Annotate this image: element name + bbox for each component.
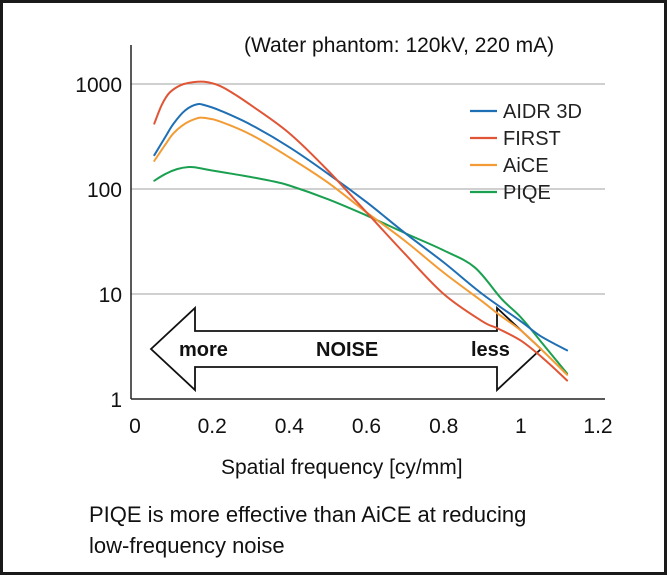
x-tick-label: 0.8	[429, 415, 458, 438]
caption-line-2: low-frequency noise	[89, 533, 285, 558]
legend: AIDR 3D FIRST AiCE PIQE	[470, 101, 582, 204]
x-tick-label: 0	[129, 415, 141, 438]
legend-label: PIQE	[503, 182, 551, 204]
series-line-aidr-3d	[153, 102, 569, 352]
x-ticks: 0 0.2 0.4 0.6 0.8 1 1.2	[129, 415, 612, 438]
noise-arrow-right-label: less	[471, 339, 510, 361]
x-tick-label: 1.2	[583, 415, 612, 438]
noise-arrow: more NOISE less	[149, 305, 543, 393]
legend-label: AiCE	[503, 155, 549, 177]
y-tick-label: 10	[99, 284, 122, 307]
caption: PIQE is more effective than AiCE at redu…	[89, 499, 649, 561]
legend-label: FIRST	[503, 128, 561, 150]
series-lines	[153, 80, 569, 382]
noise-arrow-left-label: more	[179, 339, 228, 361]
x-tick-label: 1	[515, 415, 527, 438]
chart: 1 10 100 1000 0 0.2 0.4 0.6 0.8 1 1.2 more NOISE …	[75, 34, 612, 479]
legend-label: AIDR 3D	[503, 101, 582, 123]
chart-annotation: (Water phantom: 120kV, 220 mA)	[244, 34, 554, 57]
grid	[131, 83, 605, 295]
series-line-first	[153, 80, 569, 382]
x-tick-label: 0.2	[198, 415, 227, 438]
series-line-aice	[153, 116, 569, 376]
x-tick-label: 0.6	[352, 415, 381, 438]
x-axis-label: Spatial frequency [cy/mm]	[221, 456, 463, 479]
y-tick-label: 1000	[75, 74, 122, 97]
y-tick-label: 1	[110, 389, 122, 412]
series-line-piqe	[153, 165, 569, 375]
y-tick-label: 100	[87, 179, 122, 202]
noise-arrow-center-label: NOISE	[316, 339, 378, 361]
caption-line-1: PIQE is more effective than AiCE at redu…	[89, 502, 527, 527]
x-tick-label: 0.4	[275, 415, 305, 438]
y-ticks: 1 10 100 1000	[75, 74, 122, 412]
